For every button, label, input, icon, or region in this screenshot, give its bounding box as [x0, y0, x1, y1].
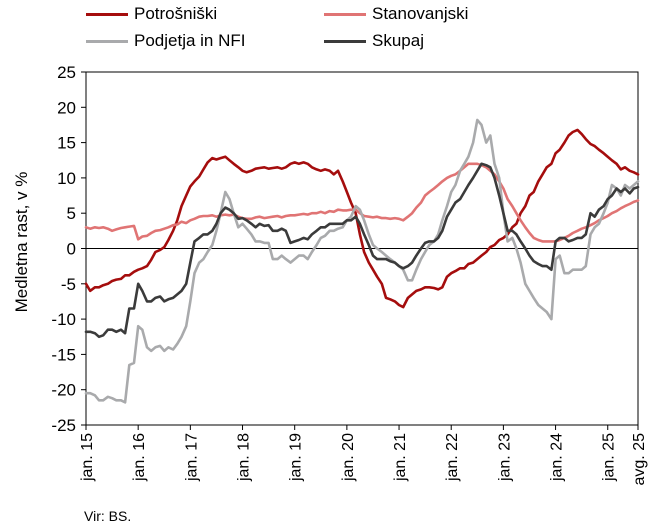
x-tick-label: jan. 22 — [444, 433, 461, 482]
x-tick-label: jan. 21 — [392, 433, 409, 482]
y-tick-label: -20 — [51, 381, 76, 400]
legend-item-skupaj: Skupaj — [324, 31, 424, 51]
legend-swatch-stanovanjski — [324, 12, 366, 16]
series-line-potro-ni-ki — [84, 128, 640, 309]
x-tick-label: jan. 23 — [496, 433, 513, 482]
x-tick-label: jan. 17 — [183, 433, 200, 482]
series-line-skupaj — [84, 162, 640, 339]
legend-label-skupaj: Skupaj — [372, 31, 424, 50]
y-tick-label: -15 — [51, 345, 76, 364]
legend-swatch-podjetja — [86, 39, 128, 43]
y-axis-label: Medletna rast, v % — [12, 171, 31, 313]
y-tick-label: -10 — [51, 310, 76, 329]
y-tick-label: 15 — [57, 134, 76, 153]
y-tick-label: 0 — [67, 240, 76, 259]
y-tick-label: -5 — [61, 275, 76, 294]
x-tick-label: jan. 24 — [549, 433, 566, 482]
x-tick-label: jan. 20 — [340, 433, 357, 482]
x-tick-label: jan. 19 — [288, 433, 305, 482]
y-tick-label: 10 — [57, 169, 76, 188]
y-tick-label: 5 — [67, 204, 76, 223]
y-tick-label: -25 — [51, 416, 76, 435]
legend-item-podjetja: Podjetja in NFI — [86, 31, 246, 51]
series-line-podjetja-in-nfi — [84, 118, 640, 404]
x-tick-label: jan. 16 — [131, 433, 148, 482]
x-tick-label: jan. 25 — [601, 433, 618, 482]
x-tick-label: jan. 18 — [236, 433, 253, 482]
y-tick-label: 20 — [57, 98, 76, 117]
x-tick-label: avg. 25 — [631, 433, 648, 486]
source-note: Vir: BS. — [84, 508, 132, 524]
legend-label-potrosniski: Potrošniški — [134, 4, 218, 23]
legend-label-podjetja: Podjetja in NFI — [134, 31, 246, 50]
legend-item-potrosniski: Potrošniški — [86, 4, 217, 24]
legend-item-stanovanjski: Stanovanjski — [324, 4, 468, 24]
legend-label-stanovanjski: Stanovanjski — [372, 4, 469, 23]
legend: Potrošniški Stanovanjski Podjetja in NFI… — [86, 4, 646, 52]
legend-swatch-skupaj — [324, 39, 366, 43]
y-tick-label: 25 — [57, 63, 76, 82]
legend-swatch-potrosniski — [86, 12, 128, 16]
x-tick-label: jan. 15 — [79, 433, 96, 482]
